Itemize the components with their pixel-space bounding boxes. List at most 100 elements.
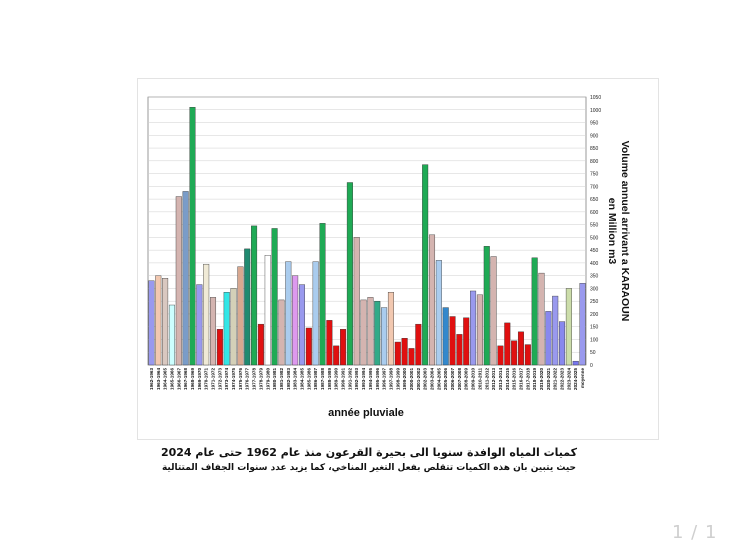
x-tick-label: 2012-2013	[491, 368, 496, 390]
y-tick-label: 1050	[590, 95, 601, 101]
bar	[175, 196, 182, 366]
x-tick-label: 2024-2025	[573, 368, 578, 390]
chart-frame: 0 50 100 150 200 250 300 350 400 450 500 550 600 650 7…	[137, 78, 659, 440]
y-tick-label: 100	[590, 337, 599, 343]
y-tick-label: 850	[590, 146, 599, 152]
caption-subtitle: حيث يتبين بان هذه الكميات تتقلص بفعل الت…	[161, 463, 577, 473]
y-tick-label: 700	[590, 184, 599, 190]
bar	[210, 297, 217, 366]
bar	[422, 164, 429, 366]
y-tick-label: 600	[590, 210, 599, 216]
x-tick-label: 2023-2024	[566, 368, 571, 390]
x-tick-label: 1964-1965	[163, 368, 168, 390]
bar	[504, 322, 511, 366]
x-tick-labels: 1962-1963 1963-1964 1964-1965 1965-1966 1966…	[149, 368, 585, 390]
bar	[545, 311, 552, 366]
bar	[264, 255, 271, 366]
bar	[381, 307, 388, 366]
x-tick-label: 2013-2014	[498, 368, 503, 390]
x-tick-label: 1966-1967	[176, 368, 181, 390]
x-tick-label: 1982-1983	[286, 368, 291, 390]
x-tick-label: 1989-1990	[334, 368, 339, 390]
bar	[435, 260, 442, 366]
bar	[326, 320, 333, 366]
x-tick-label: 1997-1998	[388, 368, 393, 390]
y-tick-label: 0	[590, 363, 593, 369]
bar	[490, 256, 497, 366]
bar	[387, 292, 394, 366]
bar	[189, 107, 196, 366]
bar	[552, 295, 559, 366]
bar	[367, 297, 374, 366]
bar	[579, 283, 586, 366]
y-tick-label: 400	[590, 261, 599, 267]
bar	[401, 338, 408, 366]
x-tick-label: 2010-2011	[477, 368, 482, 390]
bar	[442, 307, 449, 366]
bar	[223, 292, 230, 366]
y-tick-label: 800	[590, 159, 599, 165]
x-tick-label: 1992-1993	[354, 368, 359, 390]
bar	[162, 278, 169, 366]
x-tick-label: 1974-1975	[231, 368, 236, 390]
bar	[278, 299, 285, 366]
x-tick-label: 1993-1994	[361, 368, 366, 390]
bar	[463, 317, 470, 366]
bar	[483, 246, 490, 366]
y-tick-label: 250	[590, 299, 599, 305]
x-tick-label: 1978-1979	[258, 368, 263, 390]
bar	[305, 327, 312, 366]
bar	[319, 223, 326, 366]
x-tick-label: 1990-1991	[341, 368, 346, 390]
bar	[148, 280, 155, 366]
y-tick-label: 150	[590, 325, 599, 331]
bar	[415, 323, 422, 366]
bar	[572, 360, 579, 366]
bar	[237, 266, 244, 366]
x-tick-label: 1975-1976	[238, 368, 243, 390]
bar	[216, 329, 223, 366]
x-tick-label: 1963-1964	[156, 368, 161, 390]
x-tick-label: 1962-1963	[149, 368, 154, 390]
bar	[155, 275, 162, 366]
y-tick-label: 50	[590, 350, 596, 356]
y-tick-label: 550	[590, 223, 599, 229]
bar	[203, 263, 210, 366]
x-tick-label: 2020-2021	[546, 368, 551, 390]
x-tick-label: 1996-1997	[382, 368, 387, 390]
y-axis-label-unit: en Million m3	[606, 198, 618, 265]
bar	[340, 329, 347, 366]
y-tick-labels: 0 50 100 150 200 250 300 350 400 450 500 550 600 650 7…	[590, 95, 601, 369]
bar	[394, 341, 401, 366]
x-tick-label: 2000-2001	[409, 368, 414, 390]
bar	[346, 182, 353, 366]
bar	[559, 321, 566, 366]
y-tick-label: 1000	[590, 108, 601, 114]
x-tick-label: 2006-2007	[450, 368, 455, 390]
x-tick-label: 2019-2020	[539, 368, 544, 390]
x-tick-label: 2015-2016	[512, 368, 517, 390]
bar	[196, 284, 203, 366]
x-tick-label: 2021-2022	[553, 368, 558, 390]
bar	[285, 261, 292, 366]
bar	[333, 345, 340, 366]
bar	[538, 272, 545, 366]
x-tick-label: 1995-1996	[375, 368, 380, 390]
x-tick-label: 2001-2002	[416, 368, 421, 390]
x-tick-label: 1998-1999	[395, 368, 400, 390]
x-tick-label: 1988-1989	[327, 368, 332, 390]
bar	[497, 345, 504, 366]
bar	[353, 237, 360, 366]
bar	[449, 316, 456, 366]
y-tick-label: 200	[590, 312, 599, 318]
x-tick-label: 1991-1992	[347, 368, 352, 390]
x-tick-label: 1972-1973	[217, 368, 222, 390]
bar	[257, 323, 264, 366]
x-tick-label: 1985-1986	[306, 368, 311, 390]
x-tick-label: 1987-1988	[320, 368, 325, 390]
x-tick-label: 2018-2019	[532, 368, 537, 390]
x-tick-label: 1981-1982	[279, 368, 284, 390]
x-tick-label: 2009-2010	[471, 368, 476, 390]
y-tick-label: 500	[590, 235, 599, 241]
y-axis-label: Volume annuel arrivant a KARAOUN	[619, 141, 631, 322]
